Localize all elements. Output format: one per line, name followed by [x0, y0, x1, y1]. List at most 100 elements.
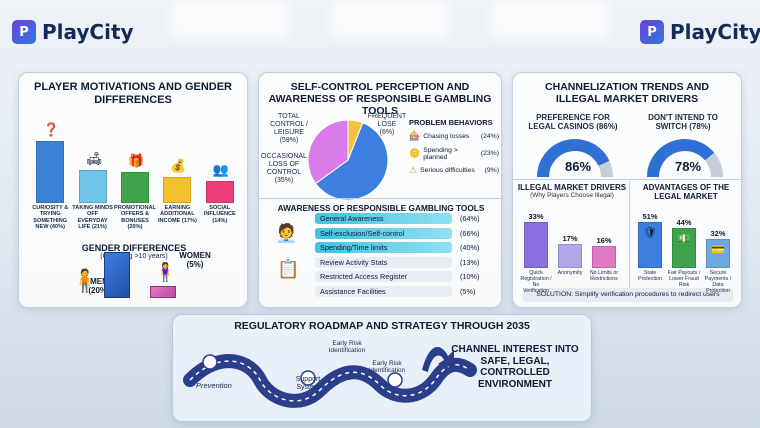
pie-slice — [347, 119, 364, 161]
gender-subtitle: (Gambling >10 years) — [100, 253, 168, 261]
roadmap-road — [183, 354, 477, 408]
gender-heading: GENDER DIFFERENCES (Gambling >10 years) — [19, 243, 249, 261]
pie-label: TOTAL CONTROL / LEISURE — [270, 113, 308, 137]
panel-title: SELF-CONTROL PERCEPTION AND AWARENESS OF… — [268, 81, 492, 118]
motivation-label: PROMOTIONAL OFFERS & BONUSES (20%) — [114, 205, 156, 231]
gauge-value-switch: 78% — [675, 159, 702, 174]
illegal-driver-value: 16% — [596, 235, 612, 245]
divider — [259, 198, 503, 199]
awareness-tool-value: (66%) — [460, 228, 480, 238]
cash-icon: 💵 — [677, 232, 691, 246]
problem-behaviors: PROBLEM BEHAVIORS 🎰 Chasing losses (24%)… — [409, 118, 499, 176]
road-center-line — [189, 360, 471, 402]
women-label-group: WOMEN (5%) — [175, 251, 215, 269]
advantages-heading: ADVANTAGES OF THE LEGAL MARKET — [633, 183, 739, 201]
illegal-driver-label: Quick Registration / No Verification — [520, 270, 552, 295]
legal-advantage-value: 44% — [676, 218, 692, 228]
motivation-labels: CURIOSITY & TRYING SOMETHING NEW (40%) TA… — [29, 205, 241, 247]
solution-banner: SOLUTION: Simplify verification procedur… — [523, 288, 733, 302]
money-bag-icon: 💰 — [170, 158, 187, 174]
legal-advantage-label: Secure Payments / Data Protection — [704, 270, 732, 295]
motivation-bar — [163, 176, 192, 203]
illegal-driver-bar — [592, 245, 616, 268]
brand-badge-icon: P — [640, 20, 664, 44]
gauge-arc — [704, 152, 723, 178]
women-gender-block — [150, 286, 176, 298]
men-gender-block — [104, 252, 130, 298]
motivation-bar — [121, 172, 149, 203]
women-value: (5%) — [186, 260, 204, 269]
men-value: (20%) — [88, 286, 110, 295]
legal-advantage-label: Fair Payouts / Lower Fraud Risk — [667, 270, 701, 289]
stage-early-risk-2: Early Risk Identification — [368, 360, 406, 375]
panel-title: CHANNELIZATION TRENDS AND ILLEGAL MARKET… — [545, 81, 709, 106]
relaxing-person-icon: 🛋 — [85, 152, 103, 168]
coins-icon: 🪙 — [409, 148, 421, 159]
divider — [513, 179, 743, 180]
pie-value: (6%) — [379, 129, 395, 137]
motivation-label: TAKING MINDS OFF EVERYDAY LIFE (21%) — [72, 205, 113, 231]
women-label: WOMEN — [179, 251, 211, 260]
problem-title: PROBLEM BEHAVIORS — [409, 118, 493, 127]
self-control-pie-chart — [307, 119, 389, 201]
illegal-driver-label: Anonymity — [557, 270, 583, 276]
awareness-tool-row: Review Activity Stats — [315, 256, 452, 268]
panel-title: PLAYER MOTIVATIONS AND GENDER DIFFERENCE… — [33, 81, 233, 106]
gauge-arc — [647, 139, 715, 178]
question-person-icon: ❓ — [43, 123, 60, 138]
card-icon: 💳 — [711, 243, 725, 257]
problem-label: Serious difficulties — [420, 167, 475, 175]
panel-self-control: SELF-CONTROL PERCEPTION AND AWARENESS OF… — [258, 72, 503, 308]
group-icon: 👥 — [212, 163, 229, 179]
motivation-bar — [205, 181, 234, 203]
pie-label-occasional: OCCASIONAL LOSS OF CONTROL (35%) — [261, 153, 307, 185]
warning-icon: ⚠ — [409, 165, 418, 176]
problem-value: (9%) — [484, 167, 499, 175]
legal-advantage-value: 32% — [710, 229, 726, 239]
illegal-drivers-heading: ILLEGAL MARKET DRIVERS (Why Players Choo… — [517, 183, 627, 200]
motivation-label: SOCIAL INFLUENCE (14%) — [203, 205, 236, 224]
pie-value: (35%) — [274, 177, 294, 185]
brand-badge-icon: P — [12, 20, 36, 44]
brand-logo-left: P PlayCity — [12, 20, 134, 44]
legal-advantage-value: 51% — [642, 212, 658, 221]
awareness-tool-value: (10%) — [460, 272, 480, 281]
arrow-right-icon — [422, 347, 454, 372]
stage-prevention: Prevention — [196, 381, 232, 390]
illegal-subtitle: (Why Players Choose Illegal) — [530, 192, 614, 200]
panel-player-motivations: PLAYER MOTIVATIONS AND GENDER DIFFERENCE… — [18, 72, 248, 308]
awareness-tool-value: (5%) — [460, 286, 476, 296]
ceiling-light — [330, 0, 450, 40]
pie-label-total-control: TOTAL CONTROL / LEISURE (59%) — [265, 113, 313, 145]
motivation-bar — [36, 141, 65, 203]
legal-advantage-bar — [672, 228, 696, 268]
brand-name: PlayCity — [670, 20, 760, 44]
stage-early-risk-1: Early Risk Identification — [328, 340, 366, 355]
problem-row: 🪙 Spending > planned (23%) — [409, 147, 499, 161]
divider — [629, 181, 630, 291]
gauge-arc — [537, 139, 610, 178]
motivation-label: EARNING ADDITIONAL INCOME (17%) — [157, 205, 197, 224]
gauge-title-legal: PREFERENCE FOR LEGAL CASINOS (86%) — [528, 113, 618, 132]
woman-figure-icon: 🧍‍♀ — [154, 262, 177, 283]
person-thinking-icon: 🧑‍💼 — [275, 223, 298, 244]
illegal-driver-label: No Limits or Restrictions — [589, 270, 619, 283]
checklist-icon: 📋 — [277, 259, 300, 280]
slot-machine-icon: 🎰 — [409, 131, 421, 142]
gender-title: GENDER DIFFERENCES — [81, 243, 187, 253]
legal-advantage-bar — [706, 239, 730, 268]
motivation-label: CURIOSITY & TRYING SOMETHING NEW (40%) — [32, 205, 69, 231]
awareness-tool-row: Restricted Access Register — [315, 271, 452, 282]
pie-label: FREQUENT LOSE — [367, 113, 407, 129]
awareness-tool-value: (13%) — [460, 257, 480, 267]
men-label-group: MEN (20%) — [79, 277, 119, 295]
motivation-bar-chart: ❓ 🛋 🎁 💰 👥 — [29, 109, 241, 203]
awareness-tool-row: Self-exclusion/Self-control — [315, 227, 452, 239]
stage-support: Support System — [295, 376, 321, 392]
men-label: MEN — [90, 277, 108, 286]
support-pin-icon — [300, 370, 316, 386]
ceiling-light — [170, 0, 290, 40]
awareness-tool-row: General Awareness — [315, 213, 452, 224]
illegal-driver-bar — [524, 222, 548, 268]
pie-label-frequent: FREQUENT LOSE (6%) — [367, 113, 407, 137]
